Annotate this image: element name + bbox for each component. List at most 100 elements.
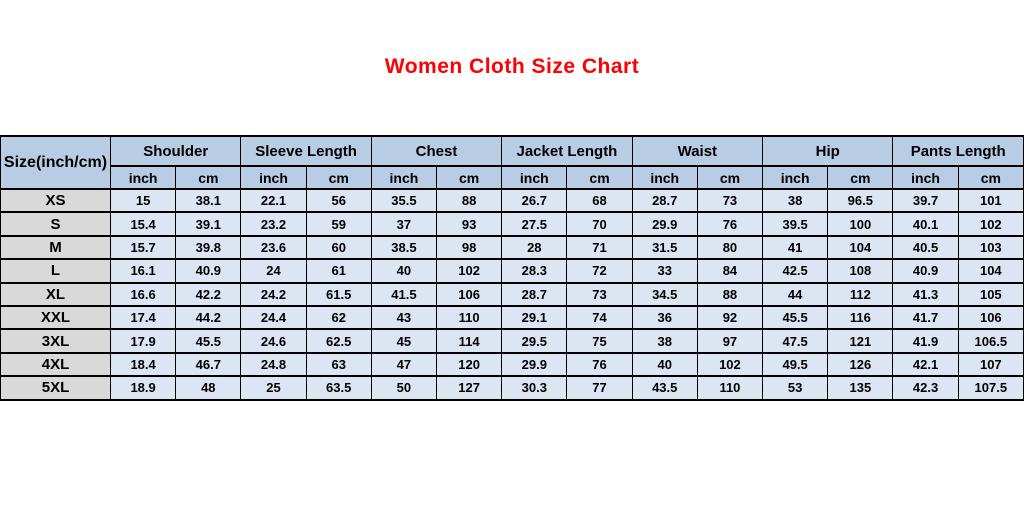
column-group-hip: Hip: [762, 135, 894, 167]
measurement-cell: 73: [566, 281, 633, 307]
measurement-cell: 61: [305, 258, 372, 284]
measurement-cell: 59: [305, 211, 372, 237]
measurement-cell: 38.5: [370, 234, 438, 261]
group-header-row: Size(inch/cm) Shoulder Sleeve Length Che…: [0, 135, 1024, 190]
measurement-cell: 93: [436, 211, 503, 237]
measurement-cell: 102: [696, 351, 764, 378]
unit-header: inch: [370, 165, 438, 190]
measurement-cell: 33: [631, 258, 698, 284]
measurement-cell: 40: [631, 351, 698, 378]
size-label: XXL: [0, 304, 111, 331]
measurement-cell: 103: [957, 234, 1024, 261]
measurement-cell: 97: [696, 328, 764, 354]
measurement-cell: 29.1: [501, 304, 568, 331]
measurement-cell: 17.9: [109, 328, 177, 354]
measurement-cell: 41.5: [370, 281, 438, 307]
size-label: 4XL: [0, 351, 111, 378]
table-row: 4XL 18.4 46.7 24.8 63 47 120 29.9 76 40 102 49.5 126…: [0, 351, 1024, 378]
measurement-cell: 76: [696, 211, 764, 237]
measurement-cell: 41: [762, 234, 829, 261]
unit-header: cm: [566, 165, 633, 190]
table-row: 3XL 17.9 45.5 24.6 62.5 45 114 29.5 75 38 97 47.5 12…: [0, 328, 1024, 354]
measurement-cell: 29.9: [501, 351, 568, 378]
column-group-jacket-length: Jacket Length: [501, 135, 633, 167]
measurement-cell: 135: [827, 375, 894, 401]
measurement-cell: 30.3: [501, 375, 568, 401]
measurement-cell: 26.7: [501, 187, 568, 214]
measurement-cell: 46.7: [175, 351, 242, 378]
measurement-cell: 15.7: [109, 234, 177, 261]
measurement-cell: 42.2: [175, 281, 242, 307]
size-chart-header: Size(inch/cm) Shoulder Sleeve Length Che…: [0, 135, 1024, 190]
measurement-cell: 24.8: [240, 351, 307, 378]
measurement-cell: 49.5: [762, 351, 829, 378]
measurement-cell: 112: [827, 281, 894, 307]
table-row: 5XL 18.9 48 25 63.5 50 127 30.3 77 43.5 110 53 135 42…: [0, 375, 1024, 401]
measurement-cell: 35.5: [370, 187, 438, 214]
table-row: XS 15 38.1 22.1 56 35.5 88 26.7 68 28.7 73 38 96.5 39…: [0, 187, 1024, 214]
measurement-cell: 31.5: [631, 234, 698, 261]
measurement-cell: 107: [957, 351, 1024, 378]
unit-header: cm: [957, 165, 1024, 190]
measurement-cell: 88: [436, 187, 503, 214]
measurement-cell: 23.6: [240, 234, 307, 261]
measurement-cell: 56: [305, 187, 372, 214]
measurement-cell: 108: [827, 258, 894, 284]
size-chart-table: Size(inch/cm) Shoulder Sleeve Length Che…: [0, 135, 1024, 401]
table-row: S 15.4 39.1 23.2 59 37 93 27.5 70 29.9 76 39.5 100 40…: [0, 211, 1024, 237]
measurement-cell: 73: [696, 187, 764, 214]
measurement-cell: 100: [827, 211, 894, 237]
measurement-cell: 37: [370, 211, 438, 237]
measurement-cell: 18.4: [109, 351, 177, 378]
measurement-cell: 107.5: [957, 375, 1024, 401]
measurement-cell: 127: [436, 375, 503, 401]
measurement-cell: 29.5: [501, 328, 568, 354]
size-label: S: [0, 211, 111, 237]
measurement-cell: 50: [370, 375, 438, 401]
measurement-cell: 24.4: [240, 304, 307, 331]
column-group-shoulder: Shoulder: [109, 135, 242, 167]
measurement-cell: 39.5: [762, 211, 829, 237]
measurement-cell: 28.3: [501, 258, 568, 284]
measurement-cell: 105: [957, 281, 1024, 307]
measurement-cell: 40.9: [892, 258, 959, 284]
measurement-cell: 45.5: [175, 328, 242, 354]
size-label: L: [0, 258, 111, 284]
measurement-cell: 63.5: [305, 375, 372, 401]
measurement-cell: 84: [696, 258, 764, 284]
measurement-cell: 28.7: [501, 281, 568, 307]
measurement-cell: 39.1: [175, 211, 242, 237]
column-group-pants-length: Pants Length: [892, 135, 1024, 167]
measurement-cell: 101: [957, 187, 1024, 214]
measurement-cell: 61.5: [305, 281, 372, 307]
measurement-cell: 40.1: [892, 211, 959, 237]
measurement-cell: 126: [827, 351, 894, 378]
measurement-cell: 45.5: [762, 304, 829, 331]
measurement-cell: 45: [370, 328, 438, 354]
measurement-cell: 102: [957, 211, 1024, 237]
measurement-cell: 43.5: [631, 375, 698, 401]
column-group-chest: Chest: [370, 135, 503, 167]
size-label: M: [0, 234, 111, 261]
unit-header: inch: [762, 165, 829, 190]
measurement-cell: 29.9: [631, 211, 698, 237]
measurement-cell: 110: [436, 304, 503, 331]
measurement-cell: 38.1: [175, 187, 242, 214]
measurement-cell: 47: [370, 351, 438, 378]
measurement-cell: 96.5: [827, 187, 894, 214]
measurement-cell: 102: [436, 258, 503, 284]
measurement-cell: 44.2: [175, 304, 242, 331]
corner-header-size: Size(inch/cm): [0, 135, 111, 190]
column-group-waist: Waist: [631, 135, 764, 167]
measurement-cell: 92: [696, 304, 764, 331]
measurement-cell: 75: [566, 328, 633, 354]
measurement-cell: 41.3: [892, 281, 959, 307]
measurement-cell: 53: [762, 375, 829, 401]
measurement-cell: 41.9: [892, 328, 959, 354]
measurement-cell: 24: [240, 258, 307, 284]
measurement-cell: 70: [566, 211, 633, 237]
unit-header: cm: [175, 165, 242, 190]
unit-header: cm: [696, 165, 764, 190]
unit-header: inch: [892, 165, 959, 190]
measurement-cell: 40: [370, 258, 438, 284]
